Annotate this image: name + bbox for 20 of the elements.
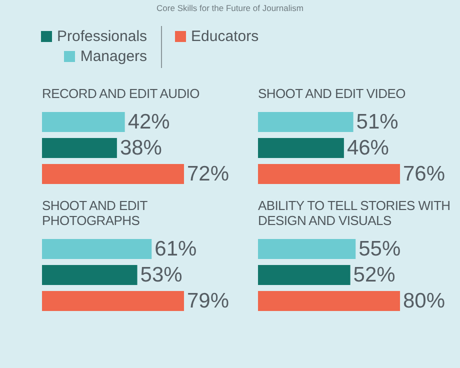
chart-title: SHOOT AND EDIT PHOTOGRAPHS xyxy=(42,198,148,228)
data-label: 79% xyxy=(187,290,230,312)
data-label: 51% xyxy=(356,110,398,134)
chart-title: ABILITY TO TELL STORIES WITH DESIGN AND VISUALS xyxy=(258,198,452,228)
data-label: 42% xyxy=(128,110,170,134)
data-label: 72% xyxy=(187,162,230,186)
data-label: 53% xyxy=(140,264,182,286)
chart-title: SHOOT AND EDIT VIDEO xyxy=(258,86,406,101)
text: Core Skills for the Future of Journalism xyxy=(156,3,304,13)
chart-subtitle: RECORD AND EDIT AUDIO xyxy=(42,86,200,101)
data-label: 61% xyxy=(154,238,197,260)
legend-label: Managers xyxy=(79,46,148,66)
data-label: 52% xyxy=(353,264,396,286)
data-label: 46% xyxy=(346,136,389,160)
data-label: 55% xyxy=(358,238,401,260)
legend-label: Educators xyxy=(190,26,259,46)
legend-label: Professionals xyxy=(56,26,148,46)
data-label: 38% xyxy=(120,136,162,160)
data-label: 76% xyxy=(403,162,446,186)
data-label: 80% xyxy=(403,290,446,312)
